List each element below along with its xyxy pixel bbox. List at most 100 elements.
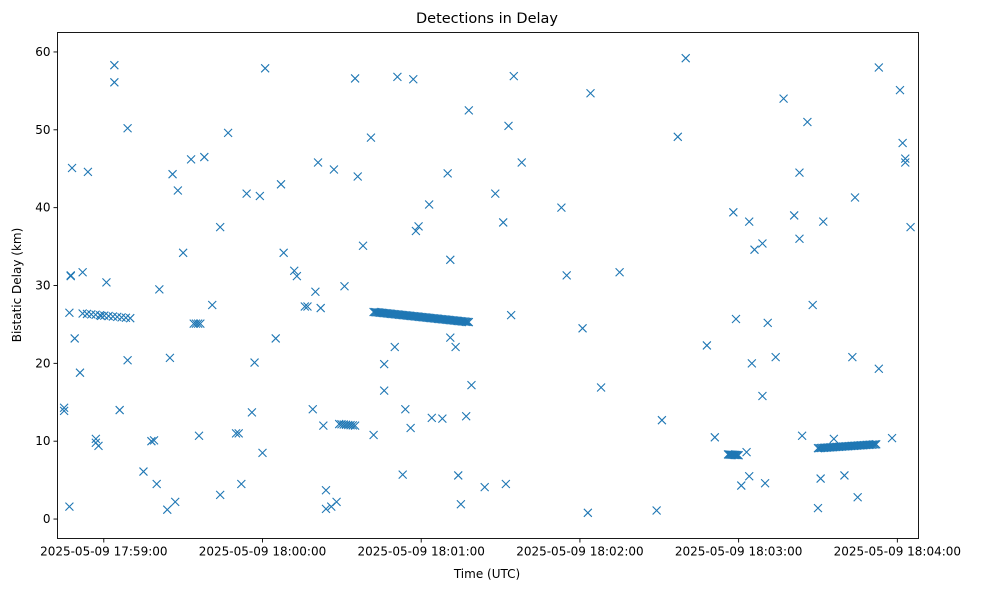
x-axis-label: Time (UTC) [453,567,520,581]
data-point [350,74,360,83]
data-point [178,248,188,258]
data-point [427,413,437,423]
data-point [250,358,259,367]
track-point [464,317,474,327]
data-point [147,436,156,446]
data-point [808,300,818,310]
data-point [850,193,860,202]
y-tick-label: 20 [35,356,50,370]
data-point [408,74,418,84]
data-point [109,60,119,70]
data-point [329,165,339,174]
track-point [731,450,741,460]
data-point [207,300,217,310]
data-point [247,408,257,417]
data-point [840,471,849,480]
data-point [652,506,662,515]
data-point [451,342,460,352]
data-point [906,222,915,232]
data-point [303,302,312,311]
data-point [67,163,77,173]
data-point [673,132,683,142]
track-point [463,317,472,327]
data-point [789,211,799,220]
x-tick-label: 2025-05-09 18:00:00 [199,545,326,559]
data-point [83,167,93,177]
data-point [480,482,490,492]
data-point [742,447,751,457]
data-point [818,217,828,227]
data-point [779,94,788,104]
y-tick-label: 60 [35,45,50,59]
track-point [460,317,470,327]
data-point [509,71,519,81]
data-point [578,323,587,333]
data-point [366,133,376,142]
data-point [271,334,281,343]
data-point [94,441,103,451]
data-point [657,415,667,425]
track-point [870,440,880,449]
data-point [406,423,416,433]
data-point [139,467,148,476]
data-point [461,411,471,421]
data-point [258,448,267,458]
data-point [369,430,378,440]
data-point [65,308,74,318]
y-tick-label: 10 [35,434,50,448]
data-point [115,405,125,415]
track-point [730,450,740,460]
data-point [313,158,323,167]
track-point [871,439,881,449]
data-point [353,172,363,181]
data-point [236,479,246,489]
track-point [191,319,201,329]
data-point [234,429,244,438]
data-point [763,318,773,328]
data-point [393,72,402,82]
track-point [193,319,203,329]
data-point [795,168,804,178]
data-points [59,53,915,518]
data-point [501,479,511,489]
data-point [816,474,826,483]
data-point [358,241,368,251]
data-point [829,434,839,444]
data-point [411,226,421,236]
track-point [461,317,471,327]
track-point [733,450,742,460]
data-point [728,207,738,217]
track-point [195,319,205,329]
data-point [223,128,233,138]
data-point [437,414,447,424]
x-tick-label: 2025-05-09 18:02:00 [516,545,643,559]
data-point [300,302,310,311]
data-point [562,270,572,280]
chart-title: Detections in Delay [416,11,558,27]
data-point [318,421,328,431]
data-point [760,478,770,488]
track-point [350,421,360,431]
track-point [868,440,878,449]
data-point [586,88,595,98]
data-point [215,222,225,232]
data-point [109,77,119,87]
data-point [498,218,508,227]
data-point [813,503,823,513]
data-point [59,406,69,416]
data-point [414,221,423,231]
data-point [490,189,500,199]
data-point [453,471,463,480]
data-point [744,217,754,227]
data-point [311,287,320,297]
data-point [78,267,88,277]
data-point [332,497,341,507]
data-point [853,492,863,502]
y-tick-label: 30 [35,279,50,293]
data-point [771,352,781,362]
data-point [795,234,804,244]
data-point [292,271,302,281]
x-axis-ticks: 2025-05-09 17:59:00 2025-05-09 18:00:00 20… [40,538,961,559]
data-point [321,504,331,514]
